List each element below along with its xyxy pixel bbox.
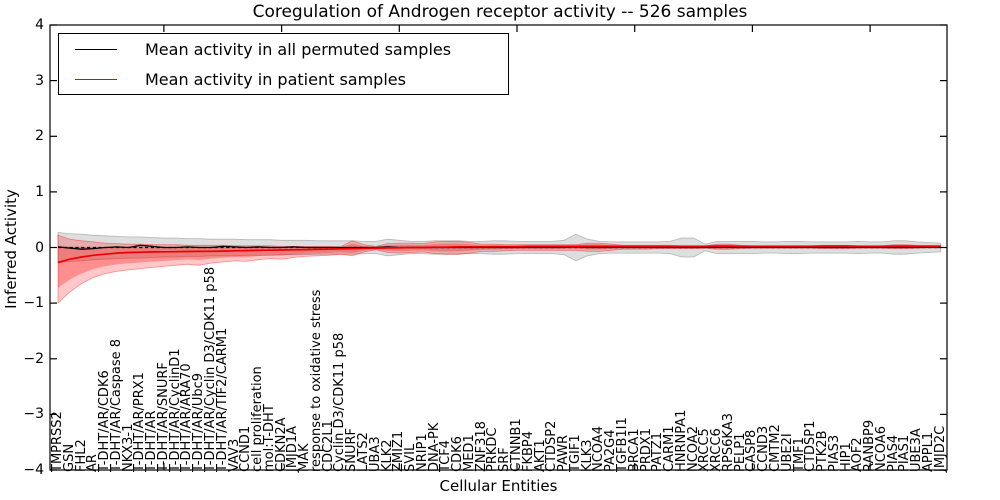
y-tick-label: 1: [35, 183, 44, 200]
x-axis-label: Cellular Entities: [439, 477, 558, 495]
legend-label: Mean activity in patient samples: [145, 70, 406, 89]
legend-item-permuted: Mean activity in all permuted samples: [59, 35, 508, 64]
y-tick-label: 3: [35, 72, 44, 89]
legend-line-black: [75, 49, 117, 50]
y-tick-label: −4: [23, 462, 44, 478]
legend: Mean activity in all permuted samples Me…: [58, 33, 509, 95]
y-tick-label: 0: [35, 239, 44, 256]
chart-title: Coregulation of Androgen receptor activi…: [252, 2, 748, 22]
y-tick-label: 2: [35, 128, 44, 145]
y-tick-label: −3: [23, 406, 44, 423]
y-tick-label: −2: [23, 350, 44, 367]
y-tick-label: −1: [23, 295, 44, 312]
legend-label: Mean activity in all permuted samples: [145, 40, 452, 59]
y-tick-label: 4: [35, 17, 44, 33]
legend-line-red: [75, 79, 117, 80]
legend-item-patient: Mean activity in patient samples: [59, 65, 508, 94]
